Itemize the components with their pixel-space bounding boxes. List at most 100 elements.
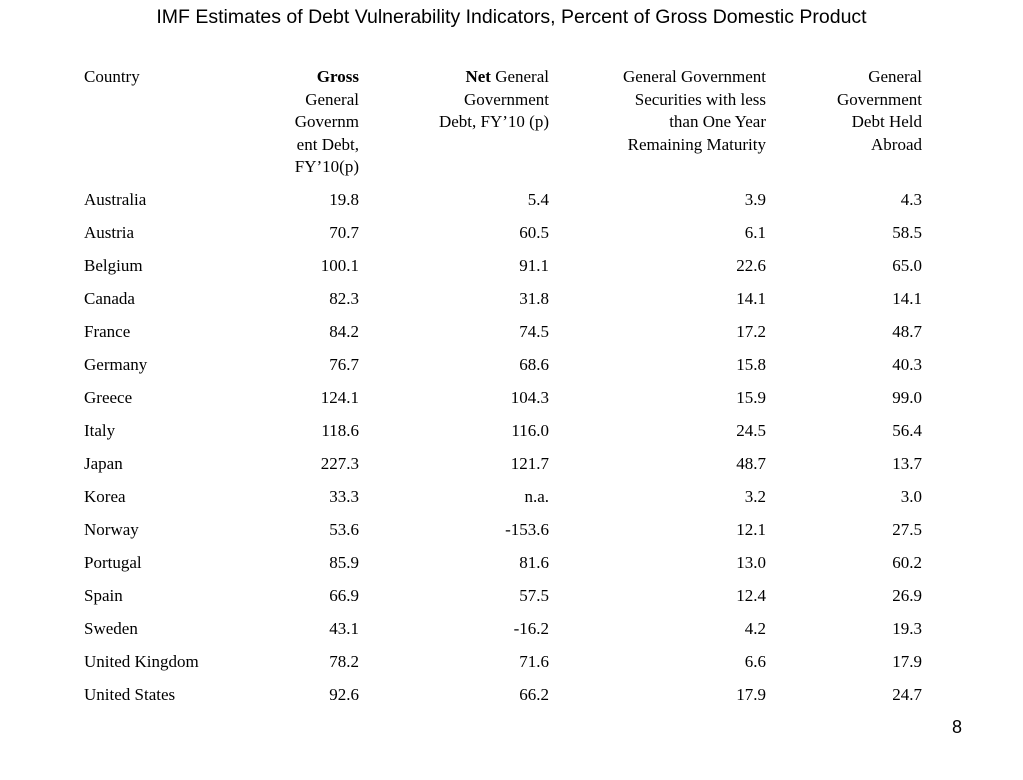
country-cell: France <box>84 321 131 341</box>
gross-debt-cell: 43.1 <box>329 618 359 638</box>
securities-cell: 3.2 <box>744 486 766 506</box>
securities-cell: 22.6 <box>736 255 766 275</box>
header-securities-line: than One Year <box>669 112 766 131</box>
gross-debt-cell: 84.2 <box>329 321 359 341</box>
page-number: 8 <box>951 717 962 737</box>
debt-abroad-cell: 48.7 <box>892 321 922 341</box>
table-row: Australia 19.8 5.4 3.9 4.3 <box>84 189 922 222</box>
gross-debt-cell: 227.3 <box>320 453 359 473</box>
header-gross-line: ent Debt, <box>296 134 359 154</box>
debt-abroad-cell: 24.7 <box>892 684 922 704</box>
net-debt-cell: 121.7 <box>510 453 549 473</box>
gross-debt-cell: 85.9 <box>329 552 359 572</box>
securities-cell: 3.9 <box>744 189 766 209</box>
securities-cell: 15.9 <box>736 387 766 407</box>
debt-abroad-cell: 17.9 <box>892 651 922 671</box>
net-debt-cell: 71.6 <box>519 651 549 671</box>
net-debt-cell: 66.2 <box>519 684 549 704</box>
country-cell: Portugal <box>84 552 142 572</box>
table-row: Norway 53.6 -153.6 12.1 27.5 <box>84 519 922 552</box>
securities-cell: 6.6 <box>744 651 766 671</box>
header-gross-line: General <box>305 89 359 109</box>
debt-table-container: Country Gross General Governm ent Debt, … <box>84 66 922 717</box>
gross-debt-cell: 70.7 <box>329 222 359 242</box>
debt-abroad-cell: 99.0 <box>892 387 922 407</box>
header-country: Country <box>84 67 140 86</box>
country-cell: Germany <box>84 354 148 374</box>
securities-cell: 13.0 <box>736 552 766 572</box>
net-debt-cell: 116.0 <box>511 420 549 440</box>
country-cell: Japan <box>84 453 123 473</box>
table-row: Japan 227.3 121.7 48.7 13.7 <box>84 453 922 486</box>
net-debt-cell: -16.2 <box>513 618 549 638</box>
net-debt-cell: 60.5 <box>519 222 549 242</box>
table-row: United Kingdom 78.2 71.6 6.6 17.9 <box>84 651 922 684</box>
header-gross-line: FY’10(p) <box>294 157 359 176</box>
header-net-line: Government <box>464 89 549 109</box>
header-abroad-line: Abroad <box>871 134 922 154</box>
debt-abroad-cell: 65.0 <box>892 255 922 275</box>
header-short-term-securities: General Government Securities with less … <box>549 66 766 189</box>
debt-abroad-cell: 60.2 <box>892 552 922 572</box>
net-debt-cell: 5.4 <box>527 189 549 209</box>
table-row: Austria 70.7 60.5 6.1 58.5 <box>84 222 922 255</box>
country-cell: Italy <box>84 420 116 440</box>
table-row: France 84.2 74.5 17.2 48.7 <box>84 321 922 354</box>
debt-abroad-cell: 58.5 <box>892 222 922 242</box>
table-row: Belgium 100.1 91.1 22.6 65.0 <box>84 255 922 288</box>
slide-title: IMF Estimates of Debt Vulnerability Indi… <box>156 6 867 28</box>
table-row: Canada 82.3 31.8 14.1 14.1 <box>84 288 922 321</box>
table-row: Germany 76.7 68.6 15.8 40.3 <box>84 354 922 387</box>
table-row: Korea 33.3 n.a. 3.2 3.0 <box>84 486 922 519</box>
securities-cell: 48.7 <box>736 453 766 473</box>
debt-abroad-cell: 13.7 <box>892 453 922 473</box>
debt-abroad-cell: 26.9 <box>892 585 922 605</box>
gross-debt-cell: 78.2 <box>329 651 359 671</box>
header-gross-debt: Gross General Governm ent Debt, FY’10(p) <box>274 66 359 189</box>
debt-abroad-cell: 3.0 <box>900 486 922 506</box>
gross-debt-cell: 76.7 <box>329 354 359 374</box>
securities-cell: 4.2 <box>744 618 766 638</box>
header-net-rest: General <box>490 67 549 86</box>
gross-debt-cell: 100.1 <box>320 255 359 275</box>
net-debt-cell: 91.1 <box>519 255 549 275</box>
securities-cell: 17.2 <box>736 321 766 341</box>
country-cell: Greece <box>84 387 133 407</box>
table-body: Australia 19.8 5.4 3.9 4.3 Austria 70.7 … <box>84 189 922 717</box>
header-abroad-line: Debt Held <box>851 112 922 131</box>
header-gross-line: Governm <box>294 112 359 131</box>
header-securities-line: Remaining Maturity <box>627 134 766 154</box>
table-row: Sweden 43.1 -16.2 4.2 19.3 <box>84 618 922 651</box>
debt-abroad-cell: 19.3 <box>892 618 922 638</box>
header-debt-held-abroad: General Government Debt Held Abroad <box>766 66 922 189</box>
header-net-debt: Net General Government Debt, FY’10 (p) <box>359 66 549 189</box>
table-row: Italy 118.6 116.0 24.5 56.4 <box>84 420 922 453</box>
header-securities-line: Securities with less <box>634 89 766 109</box>
securities-cell: 17.9 <box>736 684 766 704</box>
gross-debt-cell: 53.6 <box>329 519 359 539</box>
gross-debt-cell: 124.1 <box>320 387 359 407</box>
securities-cell: 24.5 <box>736 420 766 440</box>
country-cell: Austria <box>84 222 135 242</box>
debt-abroad-cell: 14.1 <box>892 288 922 308</box>
debt-abroad-cell: 40.3 <box>892 354 922 374</box>
net-debt-cell: -153.6 <box>505 519 549 539</box>
header-net-first-line: Net General <box>359 66 549 89</box>
securities-cell: 14.1 <box>736 288 766 308</box>
table-row: Greece 124.1 104.3 15.9 99.0 <box>84 387 922 420</box>
country-cell: United Kingdom <box>84 651 199 671</box>
gross-debt-cell: 19.8 <box>329 189 359 209</box>
country-cell: Australia <box>84 189 147 209</box>
country-cell: Belgium <box>84 255 143 275</box>
debt-abroad-cell: 4.3 <box>900 189 922 209</box>
header-row: Country Gross General Governm ent Debt, … <box>84 66 922 189</box>
table-row: Portugal 85.9 81.6 13.0 60.2 <box>84 552 922 585</box>
country-cell: Spain <box>84 585 123 605</box>
table-row: Spain 66.9 57.5 12.4 26.9 <box>84 585 922 618</box>
net-debt-cell: 31.8 <box>519 288 549 308</box>
header-net-bold: Net <box>465 67 491 86</box>
securities-cell: 15.8 <box>736 354 766 374</box>
securities-cell: 12.1 <box>736 519 766 539</box>
debt-abroad-cell: 27.5 <box>892 519 922 539</box>
debt-abroad-cell: 56.4 <box>892 420 922 440</box>
